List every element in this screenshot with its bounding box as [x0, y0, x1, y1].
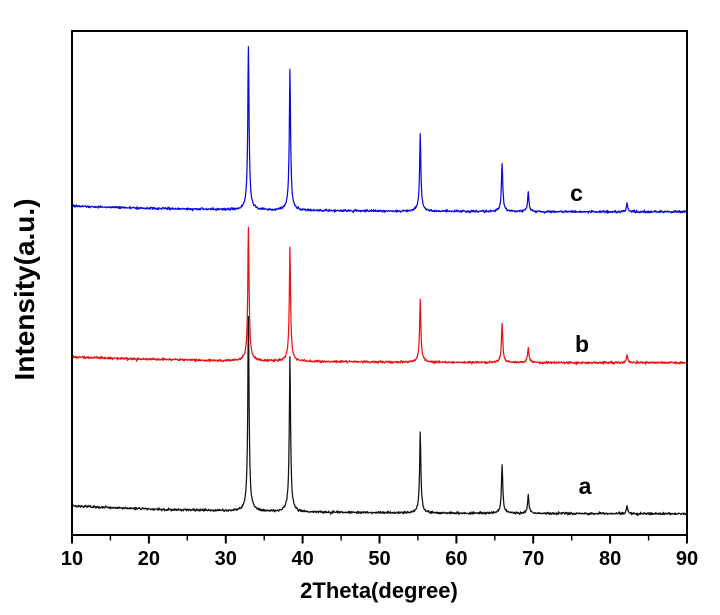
svg-text:50: 50: [368, 548, 390, 570]
svg-text:70: 70: [522, 548, 544, 570]
svg-text:30: 30: [215, 548, 237, 570]
svg-text:40: 40: [291, 548, 313, 570]
svg-text:90: 90: [676, 548, 698, 570]
svg-text:a: a: [579, 473, 592, 499]
svg-text:80: 80: [599, 548, 621, 570]
svg-text:20: 20: [138, 548, 160, 570]
svg-text:c: c: [570, 180, 583, 206]
svg-text:10: 10: [61, 548, 83, 570]
svg-text:60: 60: [445, 548, 467, 570]
svg-text:b: b: [575, 331, 589, 357]
svg-text:2Theta(degree): 2Theta(degree): [300, 578, 458, 603]
svg-text:Intensity(a.u.): Intensity(a.u.): [9, 198, 40, 380]
